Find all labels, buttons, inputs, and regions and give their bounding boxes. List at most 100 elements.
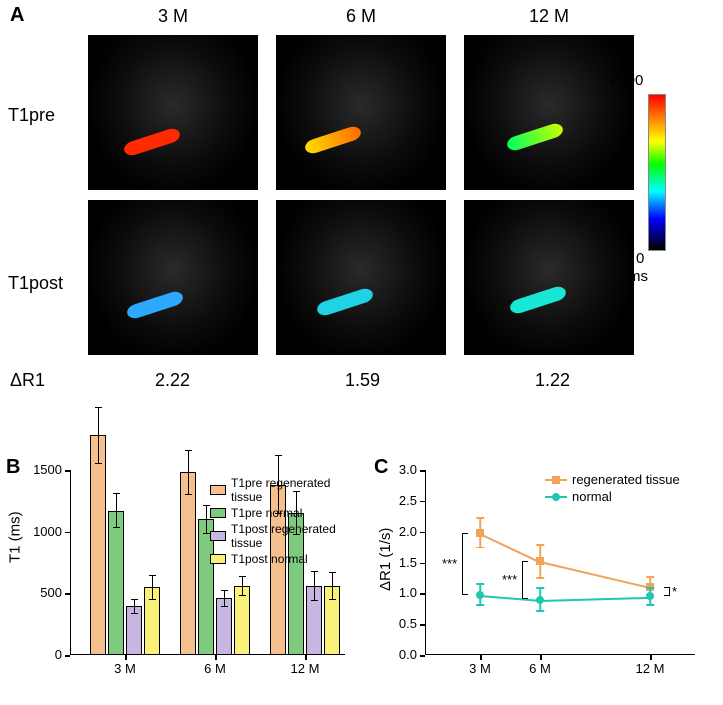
y-axis-label: ΔR1 (1/s) — [377, 527, 394, 590]
panel-c: C 0.00.51.01.52.02.53.0ΔR1 (1/s)3 M6 M12… — [370, 450, 723, 700]
mri-cell — [276, 35, 446, 190]
colorbar: 2000 0 ms — [648, 70, 666, 275]
ytick — [420, 501, 425, 503]
legend-marker — [545, 479, 567, 481]
bar-chart-legend: T1pre regenerated tissue T1pre normal T1po… — [210, 476, 360, 568]
panel-a-label: A — [10, 4, 24, 27]
error-bar — [206, 505, 207, 535]
xtick-label: 6 M — [520, 661, 560, 676]
xtick — [540, 655, 542, 660]
data-point — [536, 596, 544, 604]
xtick-label: 6 M — [195, 661, 235, 676]
ytick-label: 1000 — [17, 524, 62, 539]
error-bar — [224, 590, 225, 607]
data-point — [476, 591, 484, 599]
legend-swatch — [210, 554, 226, 564]
data-point — [646, 592, 654, 600]
ytick-label: 3.0 — [382, 462, 417, 477]
dr1-label: ΔR1 — [10, 370, 45, 391]
error-bar — [98, 407, 99, 464]
colorbar-min: 0 — [636, 250, 644, 267]
ytick-label: 1500 — [17, 462, 62, 477]
cartilage-overlay — [125, 289, 184, 320]
mri-cell — [464, 35, 634, 190]
legend-text: T1pre normal — [231, 506, 302, 520]
cartilage-overlay — [315, 286, 374, 317]
legend-item: T1pre regenerated tissue — [210, 476, 360, 504]
error-bar — [188, 450, 189, 494]
significance-bracket — [522, 561, 528, 599]
legend-text: T1post normal — [231, 552, 308, 566]
colorbar-max: 2000 — [610, 72, 643, 89]
legend-item: regenerated tissue — [545, 472, 680, 487]
legend-text: normal — [572, 489, 612, 504]
ytick — [420, 655, 425, 657]
significance-label: *** — [442, 556, 457, 571]
legend-item: T1pre normal — [210, 506, 360, 520]
cartilage-overlay — [505, 121, 564, 152]
ytick-label: 2.5 — [382, 493, 417, 508]
ytick — [420, 563, 425, 565]
significance-bracket — [462, 533, 468, 595]
ytick — [420, 532, 425, 534]
legend-item: normal — [545, 489, 680, 504]
error-bar — [134, 599, 135, 614]
panel-b: B 050010001500T1 (ms)3 M6 M12 M T1pre re… — [0, 450, 360, 700]
xtick — [215, 655, 217, 660]
legend-text: T1post regenerated tissue — [231, 522, 360, 550]
bar — [90, 435, 106, 655]
dr1-val-0: 2.22 — [155, 370, 190, 391]
dr1-val-1: 1.59 — [345, 370, 380, 391]
error-bar — [242, 576, 243, 596]
legend-text: regenerated tissue — [572, 472, 680, 487]
significance-label: * — [672, 584, 677, 599]
row-head-t1post: T1post — [8, 273, 63, 294]
ytick — [65, 470, 70, 472]
xtick — [480, 655, 482, 660]
col-head-12m: 12 M — [464, 6, 634, 27]
data-point — [536, 557, 544, 565]
ytick-label: 0 — [17, 647, 62, 662]
xtick — [650, 655, 652, 660]
mri-cell — [464, 200, 634, 355]
cartilage-overlay — [303, 124, 362, 155]
xtick-label: 3 M — [460, 661, 500, 676]
legend-swatch — [210, 531, 226, 541]
mri-cell — [276, 200, 446, 355]
mri-cell — [88, 200, 258, 355]
ytick — [65, 655, 70, 657]
legend-swatch — [210, 508, 226, 518]
xtick — [125, 655, 127, 660]
col-head-6m: 6 M — [276, 6, 446, 27]
dr1-val-2: 1.22 — [535, 370, 570, 391]
cartilage-overlay — [508, 284, 567, 315]
ytick — [420, 470, 425, 472]
y-axis-label: T1 (ms) — [7, 511, 24, 563]
ytick-label: 0.0 — [382, 647, 417, 662]
ytick — [420, 593, 425, 595]
row-head-t1pre: T1pre — [8, 105, 55, 126]
significance-bracket — [664, 587, 670, 596]
error-bar — [332, 572, 333, 599]
xtick — [305, 655, 307, 660]
legend-item: T1post regenerated tissue — [210, 522, 360, 550]
bar — [108, 511, 124, 655]
panel-a: A 3 M 6 M 12 M T1pre T1post ΔR1 2.22 1.5… — [0, 0, 723, 430]
bar — [234, 586, 250, 655]
colorbar-gradient — [648, 94, 666, 251]
ytick — [420, 624, 425, 626]
colorbar-unit: ms — [628, 268, 648, 285]
legend-item: T1post normal — [210, 552, 360, 566]
data-point — [476, 529, 484, 537]
xtick-label: 3 M — [105, 661, 145, 676]
ytick-label: 500 — [17, 585, 62, 600]
ytick — [65, 532, 70, 534]
line-chart-legend: regenerated tissue normal — [545, 472, 680, 506]
significance-label: *** — [502, 572, 517, 587]
legend-marker — [545, 496, 567, 498]
col-head-3m: 3 M — [88, 6, 258, 27]
xtick-label: 12 M — [285, 661, 325, 676]
error-bar — [152, 575, 153, 600]
error-bar — [314, 571, 315, 601]
mri-cell — [88, 35, 258, 190]
